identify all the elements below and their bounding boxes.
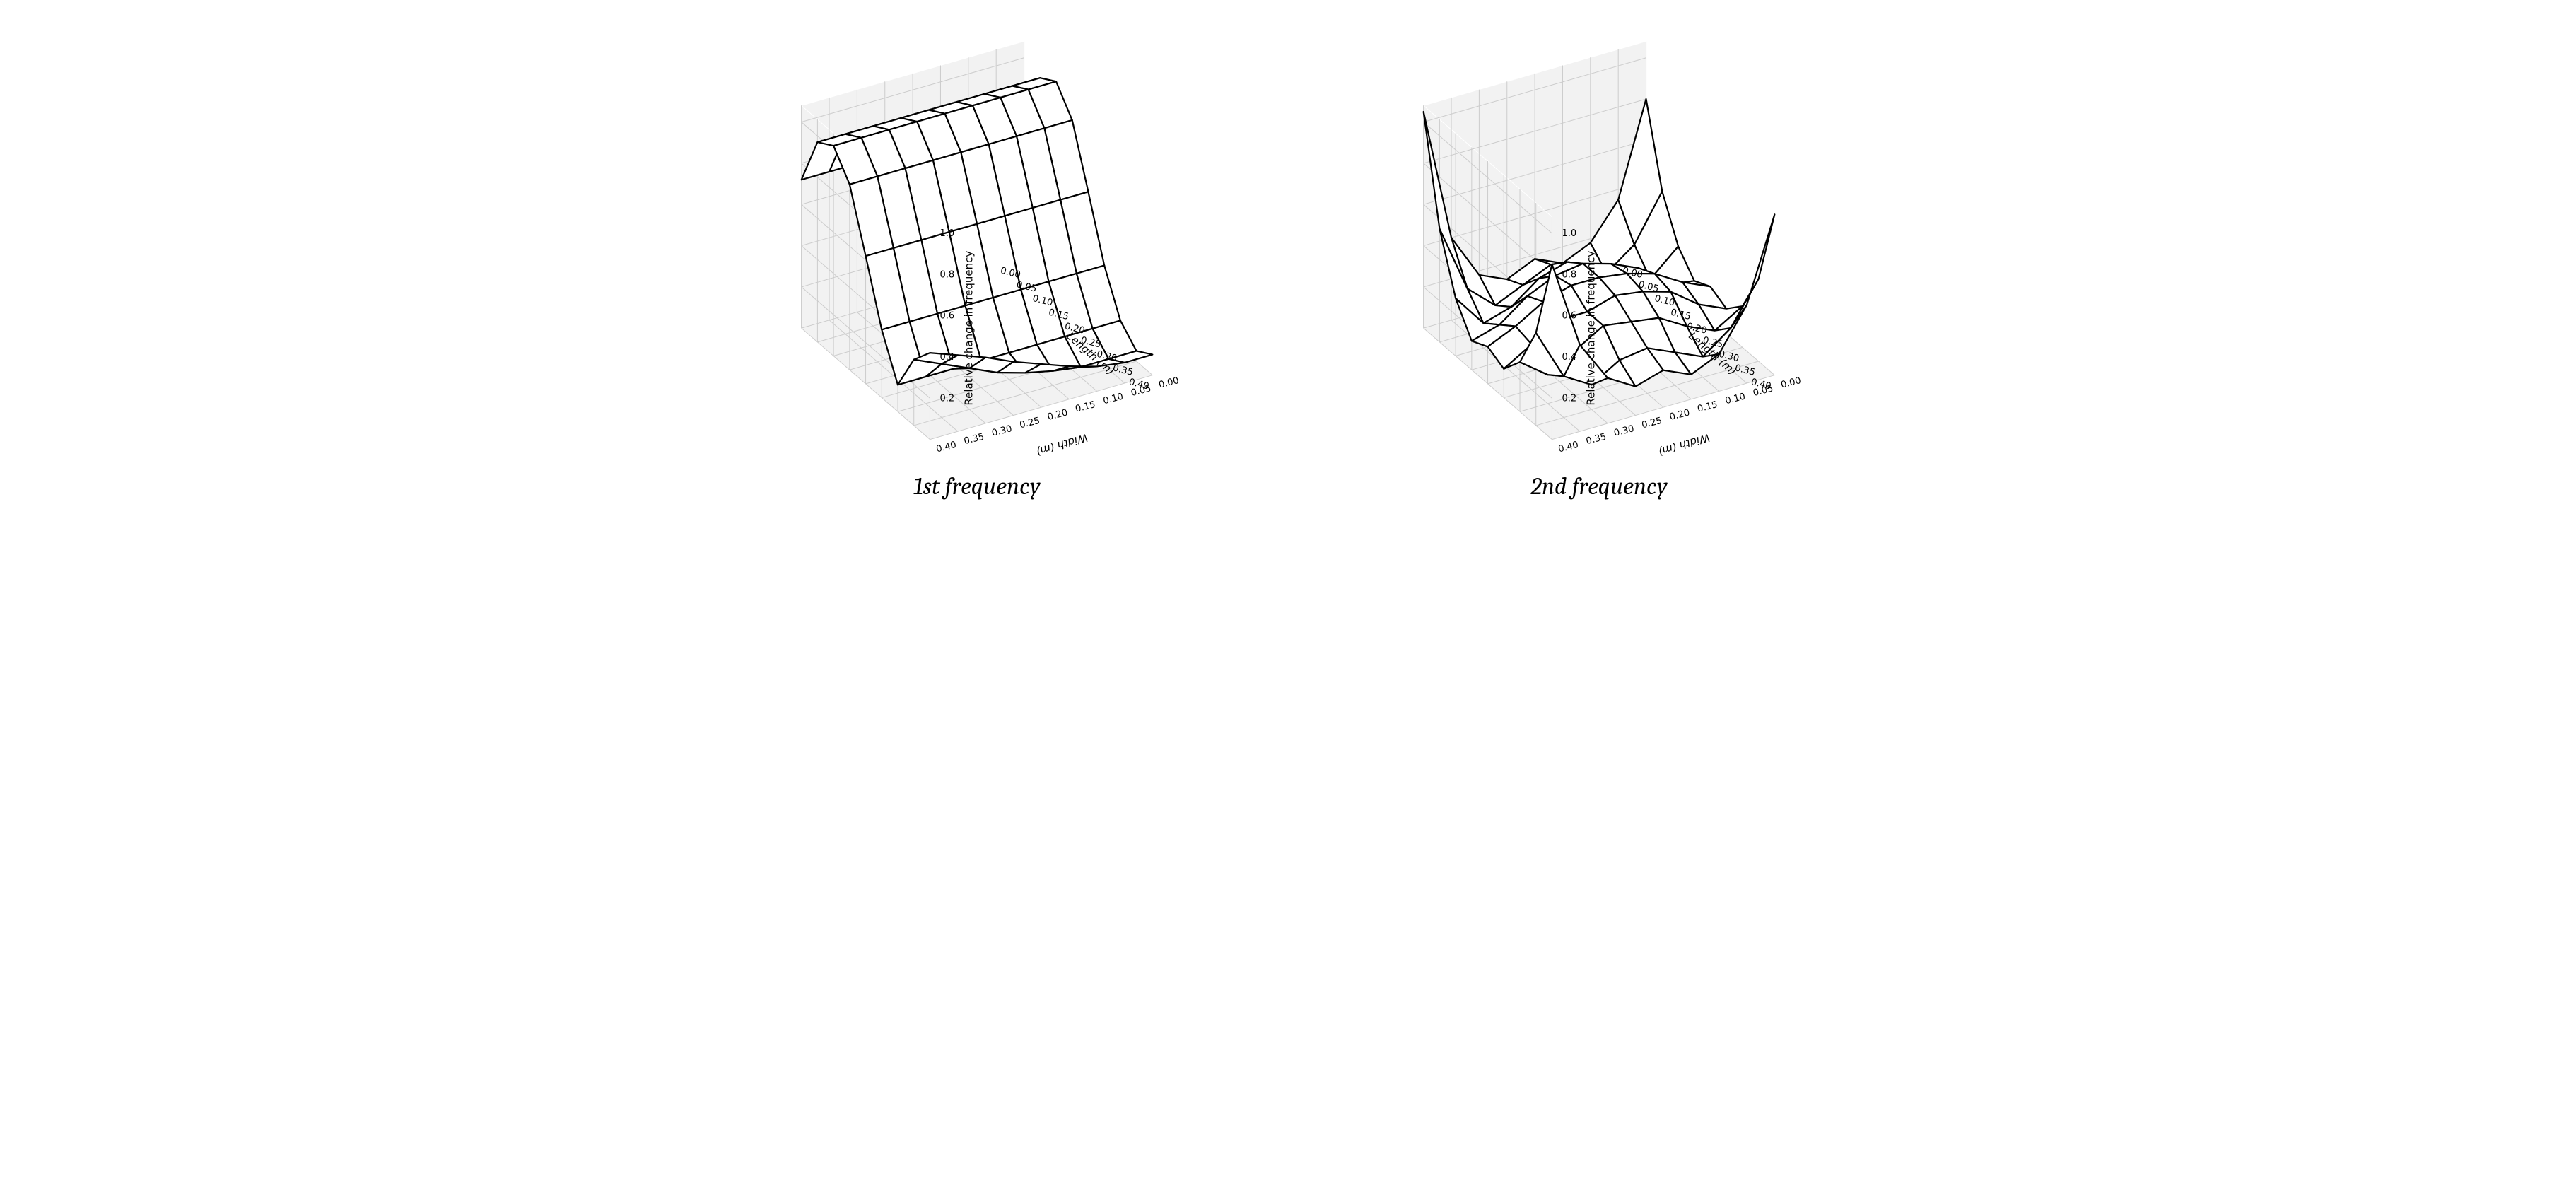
svg-text:0.6: 0.6 bbox=[1562, 311, 1576, 322]
svg-text:0.2: 0.2 bbox=[939, 393, 954, 404]
svg-text:0.4: 0.4 bbox=[1562, 352, 1576, 363]
svg-text:0.4: 0.4 bbox=[939, 352, 954, 363]
svg-text:0.2: 0.2 bbox=[1562, 393, 1576, 404]
subplot-2-title: 2nd frequency bbox=[1530, 472, 1667, 501]
svg-text:0.25: 0.25 bbox=[1019, 416, 1041, 431]
svg-text:0.15: 0.15 bbox=[1697, 399, 1719, 415]
svg-text:0.00: 0.00 bbox=[1158, 375, 1181, 391]
svg-text:0.20: 0.20 bbox=[1046, 407, 1069, 423]
svg-text:0.00: 0.00 bbox=[1780, 375, 1803, 391]
svg-text:Width (m): Width (m) bbox=[1035, 431, 1089, 458]
subplot-2: 0.000.050.100.150.200.250.300.350.400.00… bbox=[1309, 14, 1889, 501]
svg-text:0.30: 0.30 bbox=[991, 423, 1014, 439]
svg-text:0.25: 0.25 bbox=[1641, 416, 1663, 431]
svg-text:1.0: 1.0 bbox=[939, 228, 954, 239]
subplot-1-title: 1st frequency bbox=[913, 472, 1040, 501]
svg-text:0.10: 0.10 bbox=[1102, 392, 1125, 407]
svg-text:0.6: 0.6 bbox=[939, 311, 954, 322]
svg-text:0.15: 0.15 bbox=[1075, 399, 1097, 415]
svg-text:0.20: 0.20 bbox=[1668, 407, 1691, 423]
svg-text:0.40: 0.40 bbox=[1557, 440, 1580, 455]
svg-text:0.35: 0.35 bbox=[963, 432, 985, 447]
svg-text:1.0: 1.0 bbox=[1562, 228, 1576, 239]
svg-text:0.35: 0.35 bbox=[1585, 432, 1608, 447]
svg-text:0.40: 0.40 bbox=[935, 440, 958, 455]
svg-text:0.8: 0.8 bbox=[939, 269, 954, 280]
subplot-1: 0.000.050.100.150.200.250.300.350.400.00… bbox=[687, 14, 1267, 501]
surface-plot-2: 0.000.050.100.150.200.250.300.350.400.00… bbox=[1309, 14, 1889, 467]
svg-text:0.30: 0.30 bbox=[1613, 423, 1636, 439]
figure-row: 0.000.050.100.150.200.250.300.350.400.00… bbox=[14, 14, 2562, 501]
svg-text:Width (m): Width (m) bbox=[1657, 431, 1711, 458]
svg-text:Relative change in frequency: Relative change in frequency bbox=[1584, 251, 1597, 406]
svg-text:0.10: 0.10 bbox=[1724, 392, 1747, 407]
surface-plot-1: 0.000.050.100.150.200.250.300.350.400.00… bbox=[687, 14, 1267, 467]
svg-text:0.8: 0.8 bbox=[1562, 269, 1576, 280]
svg-text:Relative change in frequency: Relative change in frequency bbox=[962, 251, 975, 406]
